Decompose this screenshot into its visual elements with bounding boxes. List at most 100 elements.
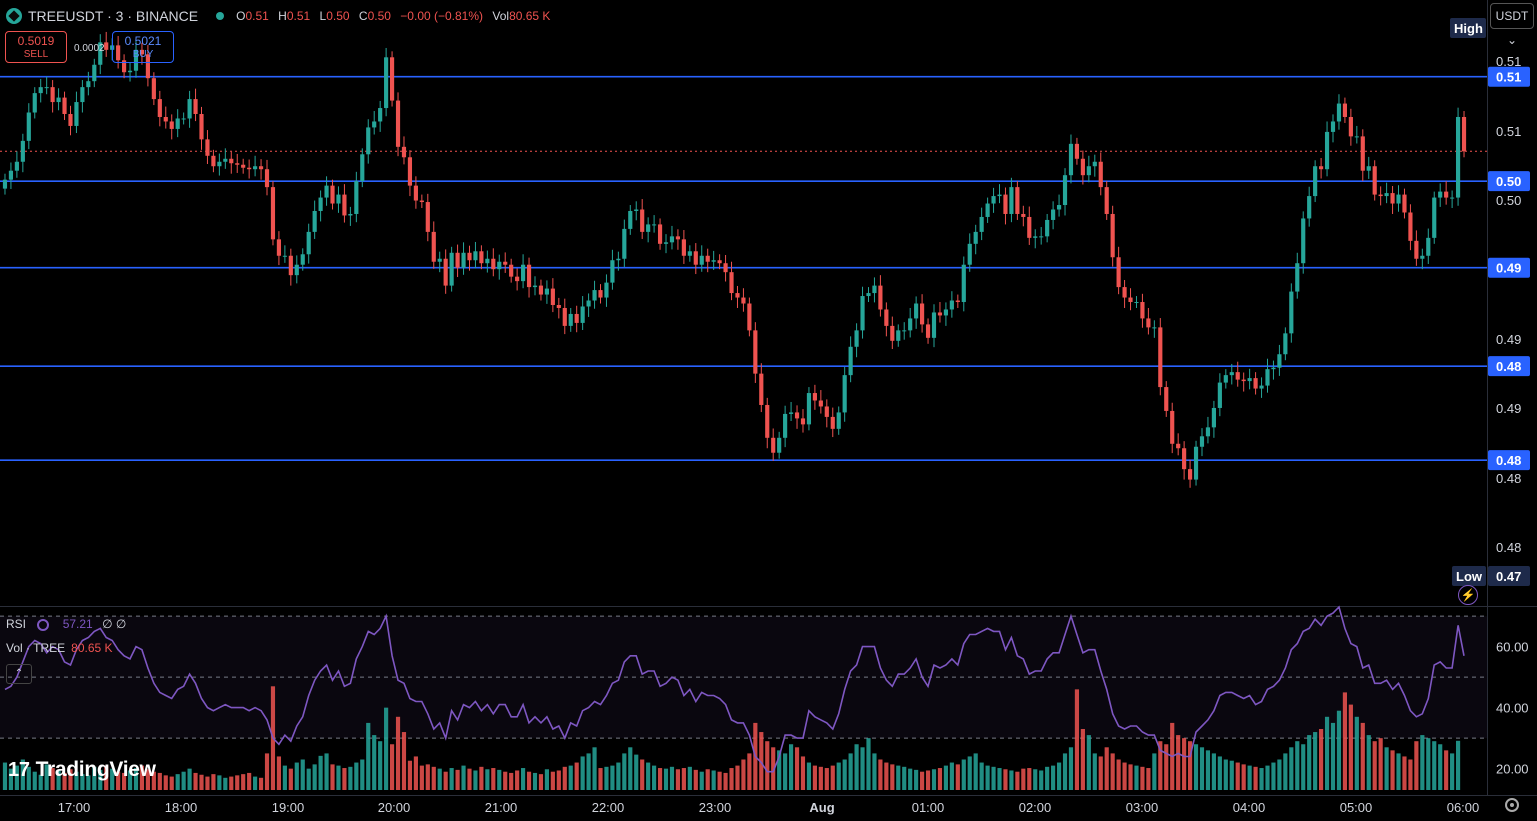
candle-body [187, 99, 192, 119]
volume-bar [1045, 766, 1050, 790]
candle-body [1104, 187, 1109, 214]
volume-bar [1402, 756, 1407, 790]
candle-body [783, 413, 788, 438]
volume-bar [247, 772, 252, 790]
volume-bar [497, 769, 502, 790]
volume-bar [110, 768, 115, 790]
candle-body [497, 261, 502, 270]
volume-bar [794, 747, 800, 790]
candle-body [693, 251, 698, 265]
volume-bar [920, 771, 925, 790]
candle-body [413, 185, 418, 201]
candle-body [646, 224, 651, 232]
volume-bar [479, 766, 484, 790]
candle-body [1009, 187, 1014, 214]
candle-body [1080, 158, 1085, 176]
candle-body [830, 416, 835, 429]
volume-bar [1074, 689, 1080, 790]
candle-body [1068, 143, 1074, 176]
candle-body [967, 243, 972, 265]
volume-bar [818, 766, 823, 790]
candle-body [354, 181, 359, 214]
volume-bar [860, 747, 865, 790]
time-tick-label: 06:00 [1447, 800, 1480, 815]
candle-body [747, 303, 752, 331]
candle-body [419, 200, 424, 203]
candle-body [455, 252, 460, 268]
volume-bar [759, 732, 764, 790]
candle-body [389, 57, 395, 101]
volume-bar [1324, 716, 1330, 790]
volume-legend[interactable]: Vol · TREE 80.65 K [6, 641, 113, 655]
candle-body [604, 282, 609, 298]
volume-bar [955, 764, 960, 790]
candle-body [878, 285, 883, 310]
candle-body [949, 300, 954, 310]
candle-body [306, 231, 311, 255]
collapse-legend-button[interactable]: ⌃ [6, 664, 32, 684]
volume-bar [646, 762, 651, 790]
volume-bar [592, 747, 597, 790]
candle-body [26, 112, 31, 141]
candle-body [157, 99, 162, 117]
candle-body [1033, 236, 1038, 238]
candle-body [193, 99, 198, 115]
volume-bar [1027, 768, 1032, 790]
volume-bar [407, 760, 413, 790]
volume-bar [949, 762, 954, 790]
volume-bar [1098, 756, 1103, 790]
volume-bar [1086, 735, 1091, 790]
volume-bar [1444, 750, 1449, 790]
time-tick-label: 21:00 [485, 800, 518, 815]
volume-bar [1235, 762, 1240, 790]
volume-bar [145, 769, 150, 790]
rsi-legend[interactable]: RSI 57.21 ∅ ∅ [6, 617, 126, 631]
symbol-header[interactable]: TREEUSDT · 3 · BINANCE O0.51 H0.51 L0.50… [6, 6, 556, 26]
volume-bar [1259, 768, 1264, 790]
volume-bar [604, 766, 609, 790]
currency-select[interactable]: USDT ⌄ [1490, 3, 1534, 47]
candle-body [104, 42, 109, 50]
candle-body [866, 293, 871, 297]
tradingview-logo[interactable]: 17 TradingView [8, 758, 156, 782]
volume-bar [68, 769, 73, 790]
candle-body [175, 118, 180, 129]
volume-bar [1307, 735, 1312, 790]
rsi-extra: ∅ ∅ [102, 617, 127, 631]
volume-bar [44, 764, 49, 790]
candle-body [634, 209, 639, 211]
candle-body [1420, 255, 1425, 259]
candle-body [1378, 194, 1383, 197]
candle-body [1283, 333, 1288, 355]
volume-bar [586, 753, 591, 790]
candle-body [937, 312, 943, 316]
volume-bar [925, 770, 931, 790]
candle-body [1062, 175, 1068, 206]
volume-bar [1176, 735, 1181, 790]
candle-body [491, 258, 496, 270]
tradingview-name: TradingView [35, 758, 156, 781]
symbol-title[interactable]: TREEUSDT · 3 · BINANCE [28, 8, 199, 24]
close-value: 0.50 [367, 9, 391, 23]
volume-bar [372, 735, 377, 790]
volume-bar [1289, 747, 1294, 790]
sell-button[interactable]: 0.5019 SELL [5, 31, 67, 63]
candle-body [544, 288, 549, 295]
volume-bar [1432, 741, 1437, 790]
indicator-settings-icon[interactable] [37, 618, 50, 631]
candle-body [914, 303, 919, 319]
volume-bar [1104, 747, 1109, 790]
gear-icon[interactable] [1505, 798, 1519, 812]
candle-body [169, 121, 174, 129]
buy-button[interactable]: 0.5021 BUY [112, 31, 174, 63]
volume-bar [1092, 753, 1097, 790]
volume-bar [342, 768, 347, 790]
volume-bar [503, 771, 508, 790]
volume-bar [336, 765, 341, 790]
lightning-icon[interactable]: ⚡ [1458, 585, 1478, 605]
volume-bar [842, 759, 847, 790]
candle-body [229, 158, 234, 164]
candle-body [1336, 103, 1342, 122]
volume-bar [38, 774, 43, 790]
